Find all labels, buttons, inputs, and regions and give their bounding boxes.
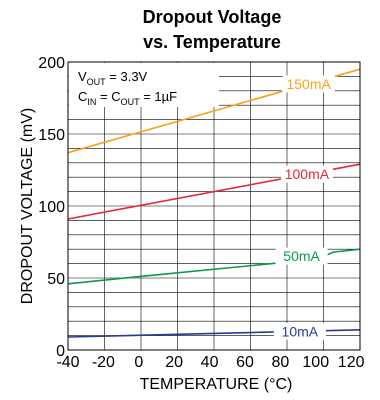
x-axis-label: TEMPERATURE (°C) (140, 376, 293, 393)
annotation-vout-rest: = 3.3V (106, 69, 148, 84)
annotation-cout-main: = C (96, 89, 120, 104)
annotation-cin-sub: IN (87, 97, 96, 107)
y-axis-label: DROPOUT VOLTAGE (mV) (19, 108, 36, 304)
series-label-50ma: 50mA (283, 248, 320, 264)
series-labels: 150mA 100mA 50mA 10mA (273, 75, 335, 340)
annotation-cout-sub: OUT (121, 97, 141, 107)
series-label-100ma: 100mA (285, 166, 330, 182)
annotation-vout-sub: OUT (87, 77, 107, 87)
series-label-10ma: 10mA (282, 323, 319, 339)
x-tick-label: 80 (271, 354, 289, 371)
x-tick-label: 120 (338, 354, 365, 371)
series-label-background (275, 247, 328, 265)
series-label-background (282, 75, 335, 93)
annotation-cin-cout-rest: = 1µF (140, 89, 178, 104)
grid (68, 62, 360, 350)
x-tick-label: -20 (92, 354, 115, 371)
series-label-150ma: 150mA (286, 76, 331, 92)
series-label-background (280, 165, 333, 183)
y-tick-label: 100 (38, 199, 65, 216)
x-tick-label: -40 (56, 354, 79, 371)
y-tick-label: 150 (38, 127, 65, 144)
annotation-cin-main: C (78, 89, 87, 104)
chart-title-line-1: Dropout Voltage (143, 7, 282, 27)
x-tick-label: 100 (302, 354, 329, 371)
plot-frame (67, 61, 361, 351)
x-tick-label: 60 (236, 354, 254, 371)
tick-labels: 0 50 100 150 200 -40 -20 0 20 40 60 80 100 120 (38, 55, 364, 371)
annotation-vout-main: V (78, 69, 87, 84)
y-tick-label: 50 (47, 271, 65, 288)
y-tick-label: 0 (56, 343, 65, 360)
series-label-background (273, 322, 326, 340)
chart-title-line-2: vs. Temperature (143, 32, 281, 52)
x-tick-label: 0 (134, 354, 143, 371)
annotation-cin-cout: CIN = COUT = 1µF (78, 89, 177, 107)
annotation-vout: VOUT = 3.3V (78, 69, 148, 87)
x-tick-label: 20 (165, 354, 183, 371)
annotation-background (69, 63, 219, 107)
x-tick-label: 40 (201, 354, 219, 371)
y-tick-label: 200 (38, 55, 65, 72)
